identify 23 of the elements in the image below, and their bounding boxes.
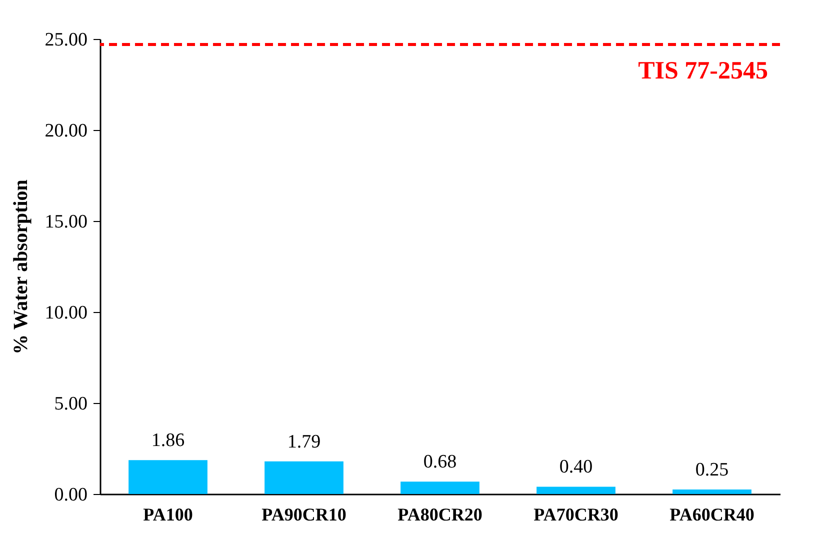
data-label: 1.86 bbox=[151, 430, 185, 452]
data-label: 0.25 bbox=[695, 459, 729, 480]
data-label: 0.68 bbox=[423, 452, 457, 473]
x-tick-label: PA80CR20 bbox=[398, 504, 482, 524]
data-label: 0.40 bbox=[559, 456, 593, 478]
y-tick-label: 20.00 bbox=[44, 120, 88, 142]
y-tick-label: 10.00 bbox=[44, 302, 88, 324]
x-tick-label: PA70CR30 bbox=[534, 504, 618, 524]
x-tick-label: PA100 bbox=[143, 504, 193, 524]
data-label: 1.79 bbox=[287, 431, 321, 452]
bar bbox=[536, 486, 616, 494]
bar bbox=[128, 460, 208, 494]
y-tick-label: 5.00 bbox=[54, 394, 88, 414]
x-tick-label: PA60CR40 bbox=[670, 504, 754, 524]
y-tick-label: 25.00 bbox=[44, 30, 88, 50]
y-tick-label: 15.00 bbox=[44, 212, 88, 232]
ref-line-label: TIS 77-2545 bbox=[638, 57, 768, 84]
y-tick-label: 0.00 bbox=[54, 484, 88, 506]
x-tick-label: PA90CR10 bbox=[262, 504, 346, 524]
y-axis-title: % Water absorption bbox=[10, 180, 32, 354]
bar bbox=[264, 461, 344, 494]
bar bbox=[400, 482, 480, 494]
bar bbox=[672, 489, 752, 494]
